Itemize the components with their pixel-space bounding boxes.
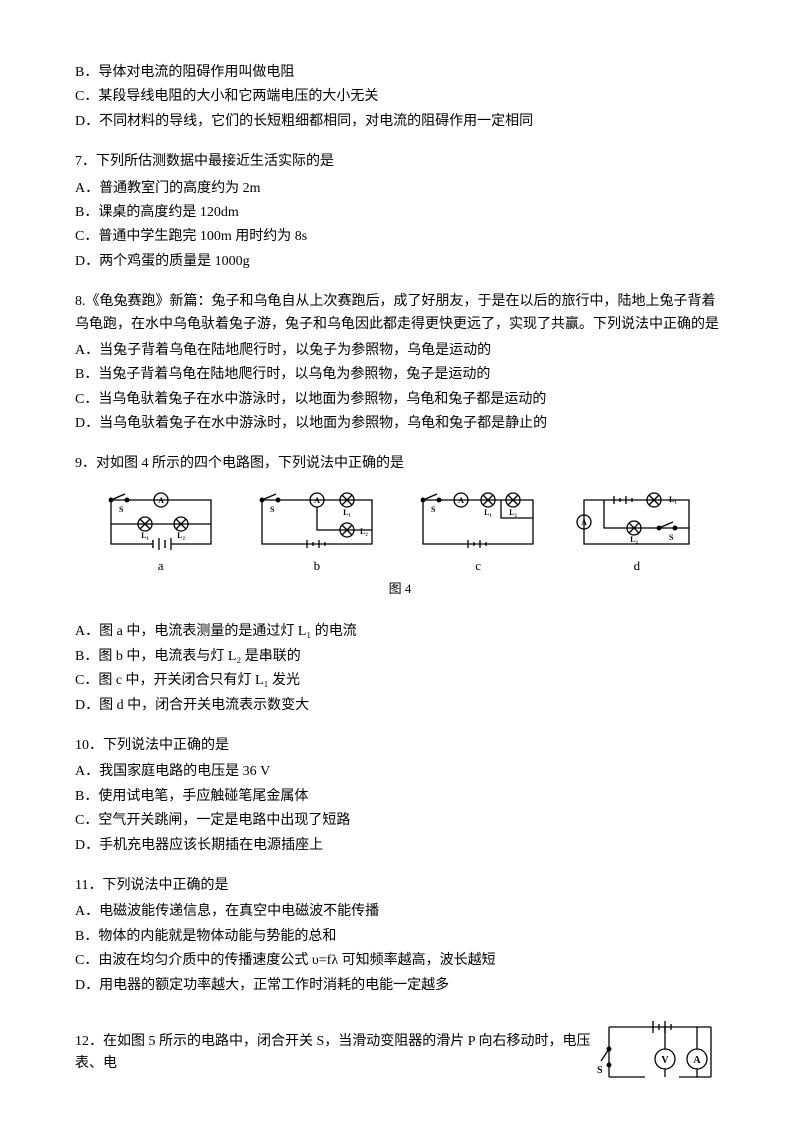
q11-option-d: D．用电器的额定功率越大，正常工作时消耗的电能一定越多 bbox=[75, 975, 725, 997]
q6-option-d: D．不同材料的导线，它们的长短粗细都相同，对电流的阻碍作用一定相同 bbox=[75, 111, 725, 133]
svg-text:A: A bbox=[581, 518, 587, 527]
svg-text:S: S bbox=[119, 505, 124, 514]
q9-option-a: A．图 a 中，电流表测量的是通过灯 L₁ 的电流 bbox=[75, 621, 725, 643]
svg-text:L₁: L₁ bbox=[669, 495, 677, 504]
q8-stem: 8.《龟兔赛跑》新篇：兔子和乌龟自从上次赛跑后，成了好朋友，于是在以后的旅行中，… bbox=[75, 291, 725, 336]
q8-option-d: D．当乌龟驮着兔子在水中游泳时，以地面为参照物，乌龟和兔子都是静止的 bbox=[75, 413, 725, 435]
q10-option-d: D．手机充电器应该长期插在电源插座上 bbox=[75, 835, 725, 857]
svg-text:L₂: L₂ bbox=[509, 508, 517, 517]
svg-text:L₂: L₂ bbox=[631, 535, 639, 544]
q11-option-b: B．物体的内能就是物体动能与势能的总和 bbox=[75, 926, 725, 948]
q7-option-a: A．普通教室门的高度约为 2m bbox=[75, 178, 725, 200]
q6-option-c: C．某段导线电阻的大小和它两端电压的大小无关 bbox=[75, 86, 725, 108]
svg-text:A: A bbox=[314, 496, 320, 505]
document-page: B．导体对电流的阻碍作用叫做电阻 C．某段导线电阻的大小和它两端电压的大小无关 … bbox=[0, 0, 800, 1127]
q11-option-a: A．电磁波能传递信息，在真空中电磁波不能传播 bbox=[75, 901, 725, 923]
q8-option-c: C．当乌龟驮着兔子在水中游泳时，以地面为参照物，乌龟和兔子都是运动的 bbox=[75, 389, 725, 411]
q9-option-c: C．图 c 中，开关闭合只有灯 L₁ 发光 bbox=[75, 670, 725, 692]
q9-option-b: B．图 b 中，电流表与灯 L₂ 是串联的 bbox=[75, 646, 725, 668]
svg-text:L₂: L₂ bbox=[177, 531, 185, 540]
q7-option-c: C．普通中学生跑完 100m 用时约为 8s bbox=[75, 226, 725, 248]
q7-option-d: D．两个鸡蛋的质量是 1000g bbox=[75, 251, 725, 273]
svg-text:A: A bbox=[158, 496, 164, 505]
q7-option-b: B．课桌的高度约是 120dm bbox=[75, 202, 725, 224]
circuit-c: A S L₁ L₂ c bbox=[413, 490, 543, 577]
q11-option-c: C．由波在均匀介质中的传播速度公式 υ=fλ 可知频率越高，波长越短 bbox=[75, 950, 725, 972]
figure4-caption: 图 4 bbox=[75, 579, 725, 600]
circuit-a-label: a bbox=[158, 556, 164, 577]
circuit-d: A L₁ L₂ S d bbox=[574, 490, 699, 577]
q7-stem: 7．下列所估测数据中最接近生活实际的是 bbox=[75, 151, 725, 173]
q9-stem: 9．对如图 4 所示的四个电路图，下列说法中正确的是 bbox=[75, 453, 725, 475]
svg-text:A: A bbox=[458, 496, 464, 505]
q10-stem: 10．下列说法中正确的是 bbox=[75, 735, 725, 757]
q6-option-b: B．导体对电流的阻碍作用叫做电阻 bbox=[75, 62, 725, 84]
svg-text:A: A bbox=[693, 1055, 701, 1066]
circuit-c-label: c bbox=[475, 556, 481, 577]
q10-option-b: B．使用试电笔，手应触碰笔尾金属体 bbox=[75, 786, 725, 808]
svg-text:L₂: L₂ bbox=[360, 527, 368, 536]
q8-option-a: A．当兔子背着乌龟在陆地爬行时，以兔子为参照物，乌龟是运动的 bbox=[75, 340, 725, 362]
q10-option-a: A．我国家庭电路的电压是 36 V bbox=[75, 761, 725, 783]
svg-text:S: S bbox=[270, 505, 275, 514]
svg-text:L₁: L₁ bbox=[141, 531, 149, 540]
q9-option-d: D．图 d 中，闭合开关电流表示数变大 bbox=[75, 695, 725, 717]
circuit-b: A S L₁ L₂ b bbox=[252, 490, 382, 577]
circuits-figure: A S L₁ L₂ a bbox=[75, 490, 725, 577]
svg-text:S: S bbox=[431, 505, 436, 514]
svg-text:S: S bbox=[669, 533, 674, 542]
figure5-diagram: V A S bbox=[595, 1017, 725, 1087]
q10-option-c: C．空气开关跳闸，一定是电路中出现了短路 bbox=[75, 810, 725, 832]
svg-text:S: S bbox=[597, 1065, 603, 1076]
svg-text:L₁: L₁ bbox=[343, 508, 351, 517]
q11-stem: 11．下列说法中正确的是 bbox=[75, 875, 725, 897]
svg-text:L₁: L₁ bbox=[484, 508, 492, 517]
circuit-a: A S L₁ L₂ a bbox=[101, 490, 221, 577]
circuit-b-label: b bbox=[314, 556, 321, 577]
circuit-d-label: d bbox=[634, 556, 641, 577]
svg-text:V: V bbox=[661, 1055, 669, 1066]
q8-option-b: B．当兔子背着乌龟在陆地爬行时，以乌龟为参照物，兔子是运动的 bbox=[75, 364, 725, 386]
